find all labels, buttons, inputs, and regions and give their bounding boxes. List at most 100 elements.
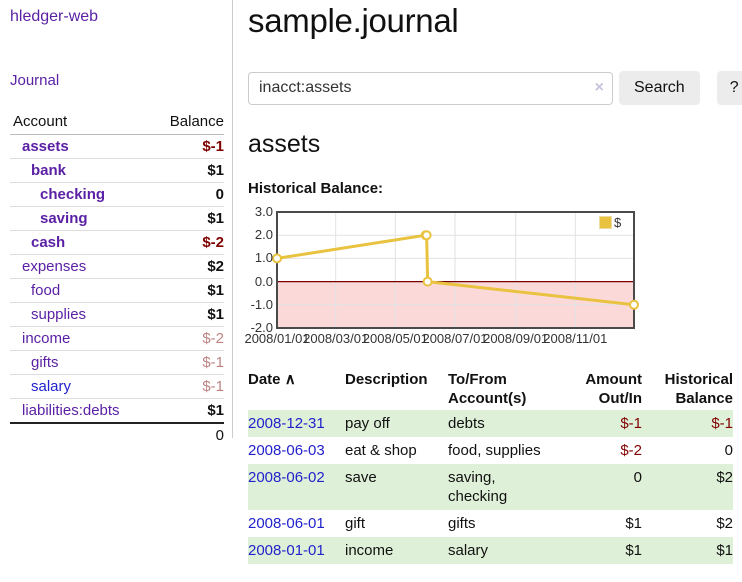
transaction-date-link[interactable]: 2008-12-31 <box>248 415 325 432</box>
sidebar-account-income[interactable]: income <box>22 330 71 347</box>
account-balance: $1 <box>150 302 224 327</box>
account-row: checking 0 <box>10 182 224 207</box>
register-row: 2008-06-02 save saving, checking 0 $2 <box>248 464 733 510</box>
x-tick-label: 2008/11/01 <box>543 331 608 346</box>
transaction-accounts: salary <box>448 542 489 559</box>
transaction-balance: $-1 <box>711 415 733 432</box>
chart-title: Historical Balance: <box>248 180 384 197</box>
transaction-balance: $2 <box>716 515 733 532</box>
y-tick-label: 2.0 <box>254 227 273 243</box>
register-row: 2008-12-31 pay off debts $-1 $-1 <box>248 410 733 437</box>
x-tick-label: 2008/03/01 <box>303 331 369 346</box>
register-header-amount: Amount Out/In <box>585 371 642 407</box>
page: hledger-web Journal Account Balance asse… <box>0 0 742 564</box>
accounts-header-balance: Balance <box>150 110 224 135</box>
transaction-date-link[interactable]: 2008-06-02 <box>248 469 325 486</box>
main-content: sample.journal × Search ? assets Histori… <box>233 0 742 564</box>
register-table-body: 2008-12-31 pay off debts $-1 $-1 2008-06-03 ea… <box>248 410 733 564</box>
search-input[interactable] <box>248 71 613 105</box>
sidebar: hledger-web Journal Account Balance asse… <box>0 0 233 447</box>
account-row: assets $-1 <box>10 134 224 159</box>
chart-canvas <box>272 211 639 329</box>
legend-swatch-icon <box>599 216 612 229</box>
y-tick-label: -2.0 <box>250 320 273 335</box>
sidebar-account-cash[interactable]: cash <box>31 234 66 251</box>
y-tick-label: -1.0 <box>250 296 273 312</box>
transaction-amount: $1 <box>625 515 642 532</box>
account-balance: $1 <box>150 158 224 183</box>
y-tick-label: 1.0 <box>254 250 273 266</box>
transaction-balance: 0 <box>724 442 733 459</box>
transaction-accounts: gifts <box>448 515 476 532</box>
account-balance: 0 <box>150 182 224 207</box>
account-row: bank $1 <box>10 158 224 183</box>
transaction-date-link[interactable]: 2008-06-03 <box>248 442 325 459</box>
account-balance: $-1 <box>150 134 224 159</box>
account-row: saving $1 <box>10 206 224 231</box>
sidebar-account-saving[interactable]: saving <box>40 210 88 227</box>
register-row: 2008-06-03 eat & shop food, supplies $-2 0 <box>248 437 733 464</box>
x-tick-label: 2008/09/01 <box>483 331 549 346</box>
account-balance: $-2 <box>150 230 224 255</box>
transaction-accounts: saving, checking <box>448 469 508 505</box>
account-row: gifts $-1 <box>10 350 224 375</box>
legend-label: $ <box>614 215 622 230</box>
account-balance: $-1 <box>150 350 224 375</box>
account-row: food $1 <box>10 278 224 303</box>
app-title-link[interactable]: hledger-web <box>10 8 99 25</box>
y-tick-label: 0.0 <box>254 273 273 289</box>
transaction-description: gift <box>345 515 366 532</box>
transaction-accounts: debts <box>448 415 485 432</box>
page-title: sample.journal <box>248 2 459 39</box>
search-button[interactable]: Search <box>619 71 700 105</box>
sidebar-account-food[interactable]: food <box>31 282 61 299</box>
x-tick-label: 2008/05/01 <box>362 331 428 346</box>
transaction-description: eat & shop <box>345 442 417 459</box>
register-row: 2008-06-01 gift gifts $1 $2 <box>248 510 733 537</box>
clear-search-icon[interactable]: × <box>594 78 604 96</box>
account-balance: $2 <box>150 254 224 279</box>
accounts-header-account: Account <box>10 110 151 135</box>
chart: 3.0 2.0 1.0 0.0 -1.0 -2.0 2008/01/01 2008/03/0… <box>244 200 718 352</box>
transaction-description: income <box>345 542 394 559</box>
accounts-table-body: assets $-1 bank $1 checking 0 saving $1 cash $-2 e… <box>10 134 224 424</box>
nav-journal: Journal <box>10 72 224 89</box>
account-balance: $1 <box>150 206 224 231</box>
nav-journal-link[interactable]: Journal <box>10 72 60 89</box>
help-button[interactable]: ? <box>716 71 742 105</box>
register-header-accounts: To/From Account(s) <box>448 371 527 407</box>
sidebar-account-salary[interactable]: salary <box>31 378 72 395</box>
sidebar-account-gifts[interactable]: gifts <box>31 354 59 371</box>
transaction-amount: 0 <box>633 469 642 486</box>
transaction-date-link[interactable]: 2008-01-01 <box>248 542 325 559</box>
transaction-amount: $-1 <box>620 415 642 432</box>
sidebar-account-bank[interactable]: bank <box>31 162 67 179</box>
sort-asc-icon: ∧ <box>284 371 296 388</box>
sidebar-account-supplies[interactable]: supplies <box>31 306 87 323</box>
transaction-date-link[interactable]: 2008-06-01 <box>248 515 325 532</box>
account-balance: $1 <box>150 398 224 424</box>
register-header-row: Date ∧ Description To/From Account(s) Am… <box>248 368 733 410</box>
account-balance: $-2 <box>150 326 224 351</box>
accounts-table: Account Balance assets $-1 bank $1 checking 0… <box>10 110 224 447</box>
register-table: Date ∧ Description To/From Account(s) Am… <box>248 368 733 564</box>
sidebar-account-checking[interactable]: checking <box>40 186 106 203</box>
sidebar-account-expenses[interactable]: expenses <box>22 258 87 275</box>
transaction-amount: $1 <box>625 542 642 559</box>
account-balance: $1 <box>150 278 224 303</box>
register-header-description: Description <box>345 371 428 388</box>
sidebar-account-liabilities-debts[interactable]: liabilities:debts <box>22 402 120 419</box>
account-heading: assets <box>248 130 321 158</box>
register-header-date[interactable]: Date ∧ <box>248 371 296 388</box>
chart-legend: $ <box>597 214 624 231</box>
search-input-wrap: × <box>248 71 613 105</box>
sidebar-account-assets[interactable]: assets <box>22 138 69 155</box>
account-balance: $-1 <box>150 374 224 399</box>
search-bar: × Search ? <box>248 71 742 105</box>
transaction-amount: $-2 <box>620 442 642 459</box>
transaction-balance: $2 <box>716 469 733 486</box>
x-tick-label: 2008/01/01 <box>244 331 310 346</box>
accounts-total-value: 0 <box>150 422 224 447</box>
x-tick-label: 2008/07/01 <box>422 331 488 346</box>
account-row: salary $-1 <box>10 374 224 399</box>
